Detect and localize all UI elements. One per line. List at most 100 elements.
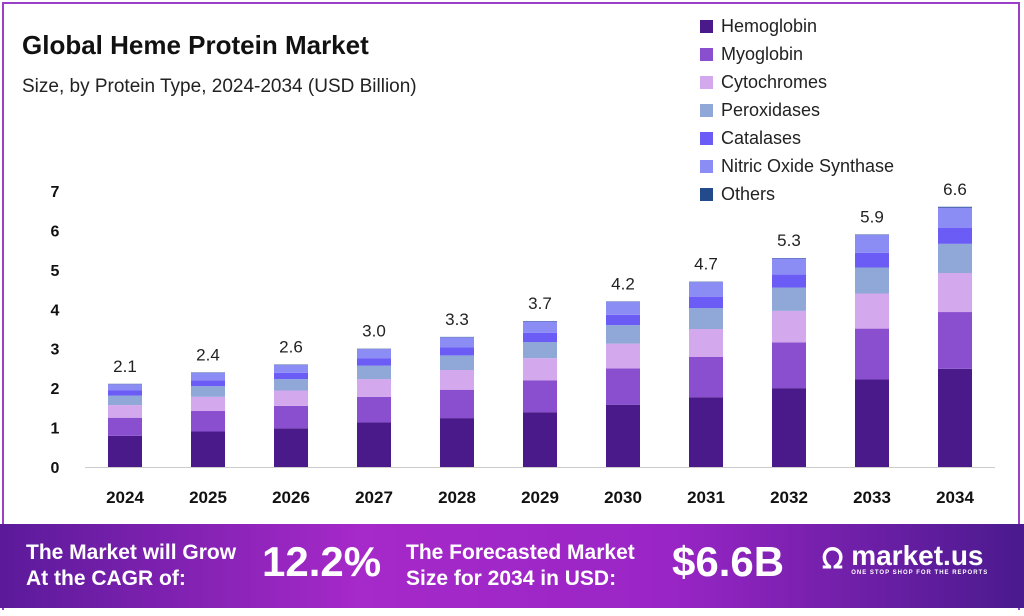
x-tick-label: 2031: [687, 488, 725, 507]
bar-total-label: 6.6: [943, 180, 967, 199]
bar-segment: [108, 384, 142, 391]
legend-item: Hemoglobin: [700, 12, 894, 40]
bar-segment: [108, 390, 142, 396]
x-tick-label: 2024: [106, 488, 144, 507]
bar-segment: [191, 380, 225, 387]
bar-segment: [772, 258, 806, 275]
bar-segment: [523, 380, 557, 413]
bar-segment: [274, 364, 308, 373]
y-tick-label: 3: [51, 342, 60, 359]
bar-segment: [772, 310, 806, 343]
brand-tagline: ONE STOP SHOP FOR THE REPORTS: [851, 570, 989, 576]
legend-item: Myoglobin: [700, 40, 894, 68]
legend-label: Hemoglobin: [721, 15, 818, 36]
forecast-label-line2: Size for 2034 in USD:: [406, 567, 617, 590]
bar-segment: [274, 390, 308, 406]
bar-segment: [938, 312, 972, 369]
bar-segment: [274, 428, 308, 467]
logo-mark-icon: ᘯ: [822, 542, 844, 574]
legend-item: Others: [700, 180, 894, 208]
bar-total-label: 3.0: [362, 322, 386, 341]
bar-segment: [191, 386, 225, 397]
bar-segment: [689, 329, 723, 357]
bar-segment: [523, 358, 557, 381]
bar-segment: [689, 282, 723, 297]
bar-total-label: 4.7: [694, 255, 718, 274]
bar-segment: [938, 207, 972, 228]
legend-label: Peroxidases: [721, 99, 821, 120]
y-tick-label: 6: [51, 223, 60, 240]
legend-label: Cytochromes: [721, 71, 828, 92]
bar-segment: [689, 356, 723, 398]
bar-segment: [357, 422, 391, 467]
cagr-label-line2: At the CAGR of:: [26, 567, 186, 590]
bar-total-label: 5.3: [777, 231, 801, 250]
x-tick-label: 2028: [438, 488, 476, 507]
bar-segment: [606, 343, 640, 369]
bar-segment: [440, 337, 474, 348]
bar-segment: [274, 379, 308, 391]
bar-segment: [108, 417, 142, 436]
chart-subtitle: Size, by Protein Type, 2024-2034 (USD Bi…: [22, 76, 417, 97]
x-tick-label: 2026: [272, 488, 310, 507]
bar-total-label: 3.7: [528, 294, 552, 313]
bar-segment: [108, 395, 142, 406]
cagr-label-line1: The Market will Grow: [26, 541, 237, 564]
summary-banner: The Market will Grow At the CAGR of: 12.2…: [0, 524, 1024, 608]
legend-label: Catalases: [721, 127, 802, 148]
bar-segment: [357, 365, 391, 380]
bar-segment: [274, 372, 308, 380]
bar-total-label: 2.1: [113, 357, 137, 376]
legend-label: Others: [721, 183, 776, 204]
x-tick-label: 2034: [936, 488, 974, 507]
y-tick-label: 4: [51, 302, 60, 319]
brand-logo: ᘯ market.us ONE STOP SHOP FOR THE REPORTS: [822, 540, 989, 577]
bar-total-label: 5.9: [860, 207, 884, 226]
bar-segment: [357, 396, 391, 423]
x-tick-label: 2032: [770, 488, 808, 507]
bar-segment: [606, 325, 640, 344]
forecast-value: $6.6B: [672, 538, 785, 585]
x-tick-label: 2029: [521, 488, 559, 507]
x-tick-label: 2030: [604, 488, 642, 507]
legend-label: Nitric Oxide Synthase: [721, 155, 895, 176]
bar-segment: [689, 296, 723, 309]
bar-segment: [938, 368, 972, 467]
y-tick-label: 1: [51, 421, 60, 438]
bar-segment: [523, 321, 557, 333]
bar-segment: [357, 358, 391, 366]
brand-name: market.us: [851, 540, 984, 571]
bar-segment: [938, 206, 972, 208]
y-tick-label: 5: [51, 263, 60, 280]
bar-total-label: 2.6: [279, 337, 303, 356]
bar-segment: [357, 349, 391, 359]
legend-item: Nitric Oxide Synthase: [700, 152, 894, 180]
cagr-label: The Market will Grow At the CAGR of:: [26, 540, 236, 592]
bar-segment: [938, 227, 972, 244]
bar-segment: [523, 332, 557, 343]
legend-swatch: [700, 47, 713, 61]
legend-swatch: [700, 131, 713, 145]
x-tick-label: 2027: [355, 488, 393, 507]
bar-segment: [855, 267, 889, 294]
legend-item: Catalases: [700, 124, 894, 152]
legend-swatch: [700, 159, 713, 173]
bar-segment: [274, 405, 308, 429]
bar-segment: [855, 252, 889, 268]
bar-segment: [855, 379, 889, 467]
legend-label: Myoglobin: [721, 43, 804, 64]
bar-total-label: 3.3: [445, 310, 469, 329]
x-tick-label: 2033: [853, 488, 891, 507]
bar-segment: [772, 388, 806, 467]
bar-segment: [440, 389, 474, 419]
bar-segment: [191, 372, 225, 381]
bar-segment: [606, 301, 640, 315]
y-tick-label: 2: [51, 381, 60, 398]
y-tick-label: 0: [51, 460, 60, 477]
legend-swatch: [700, 103, 713, 117]
chart: 0 1 2 3 4 5 6 7 2.1 2024 2.4 2025 2.6 2026 3.0 2027 3.3 2…: [51, 180, 995, 507]
bar-segment: [772, 342, 806, 389]
bar-segment: [523, 412, 557, 467]
bar-segment: [606, 314, 640, 326]
